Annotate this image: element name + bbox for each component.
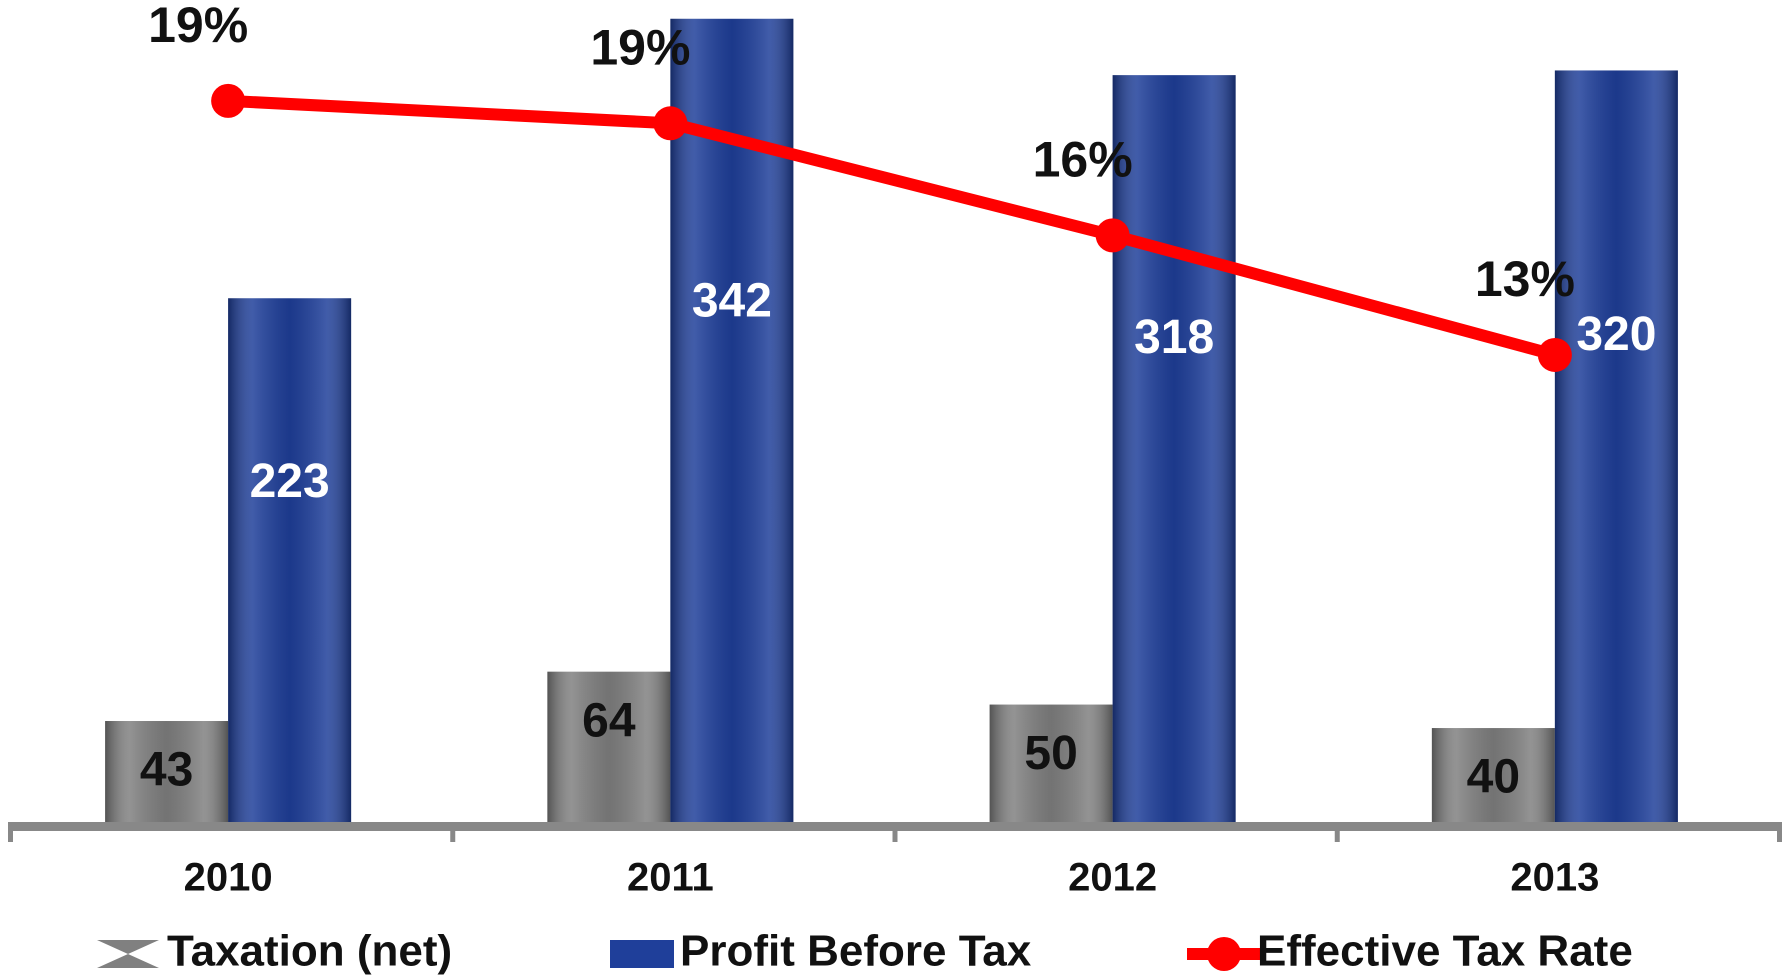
data-label: 342 (692, 274, 772, 327)
line-point (211, 83, 246, 118)
data-label: 13% (1475, 251, 1575, 307)
data-label: 19% (590, 20, 690, 76)
x-axis-divider (1334, 822, 1340, 842)
data-label: 223 (250, 455, 330, 508)
bar-shade (989, 704, 1113, 822)
legend-label: Effective Tax Rate (1257, 927, 1633, 976)
data-label: 40 (1467, 750, 1520, 803)
x-tick-label: 2010 (184, 856, 273, 900)
bar-shade (228, 298, 352, 823)
x-tick-label: 2013 (1510, 856, 1599, 900)
legend-label: Profit Before Tax (680, 927, 1032, 976)
x-axis-divider (892, 822, 898, 842)
legend-icon (610, 940, 674, 968)
legend-icon (1207, 937, 1241, 971)
line-point (1537, 337, 1572, 372)
data-label: 64 (582, 694, 636, 747)
x-axis-divider (1777, 822, 1782, 842)
data-label: 16% (1033, 132, 1133, 188)
bar-shade (547, 671, 671, 822)
data-label: 318 (1134, 311, 1214, 364)
x-axis-divider (8, 822, 13, 842)
line (227, 94, 1557, 361)
data-label: 320 (1576, 308, 1656, 361)
x-axis-divider (450, 822, 456, 842)
x-tick-label: 2012 (1068, 856, 1157, 900)
line-point (1095, 218, 1130, 253)
bar-shade (1112, 75, 1236, 822)
bar-shade (105, 721, 229, 822)
bar-shade (1554, 70, 1678, 822)
data-label: 43 (140, 744, 193, 797)
bar-shade (1431, 728, 1555, 822)
legend-icon (97, 940, 159, 968)
x-tick-label: 2011 (627, 856, 714, 900)
legend-label: Taxation (net) (167, 927, 452, 976)
data-label: 50 (1024, 727, 1077, 780)
data-label: 19% (148, 0, 248, 53)
line-point (653, 106, 688, 141)
